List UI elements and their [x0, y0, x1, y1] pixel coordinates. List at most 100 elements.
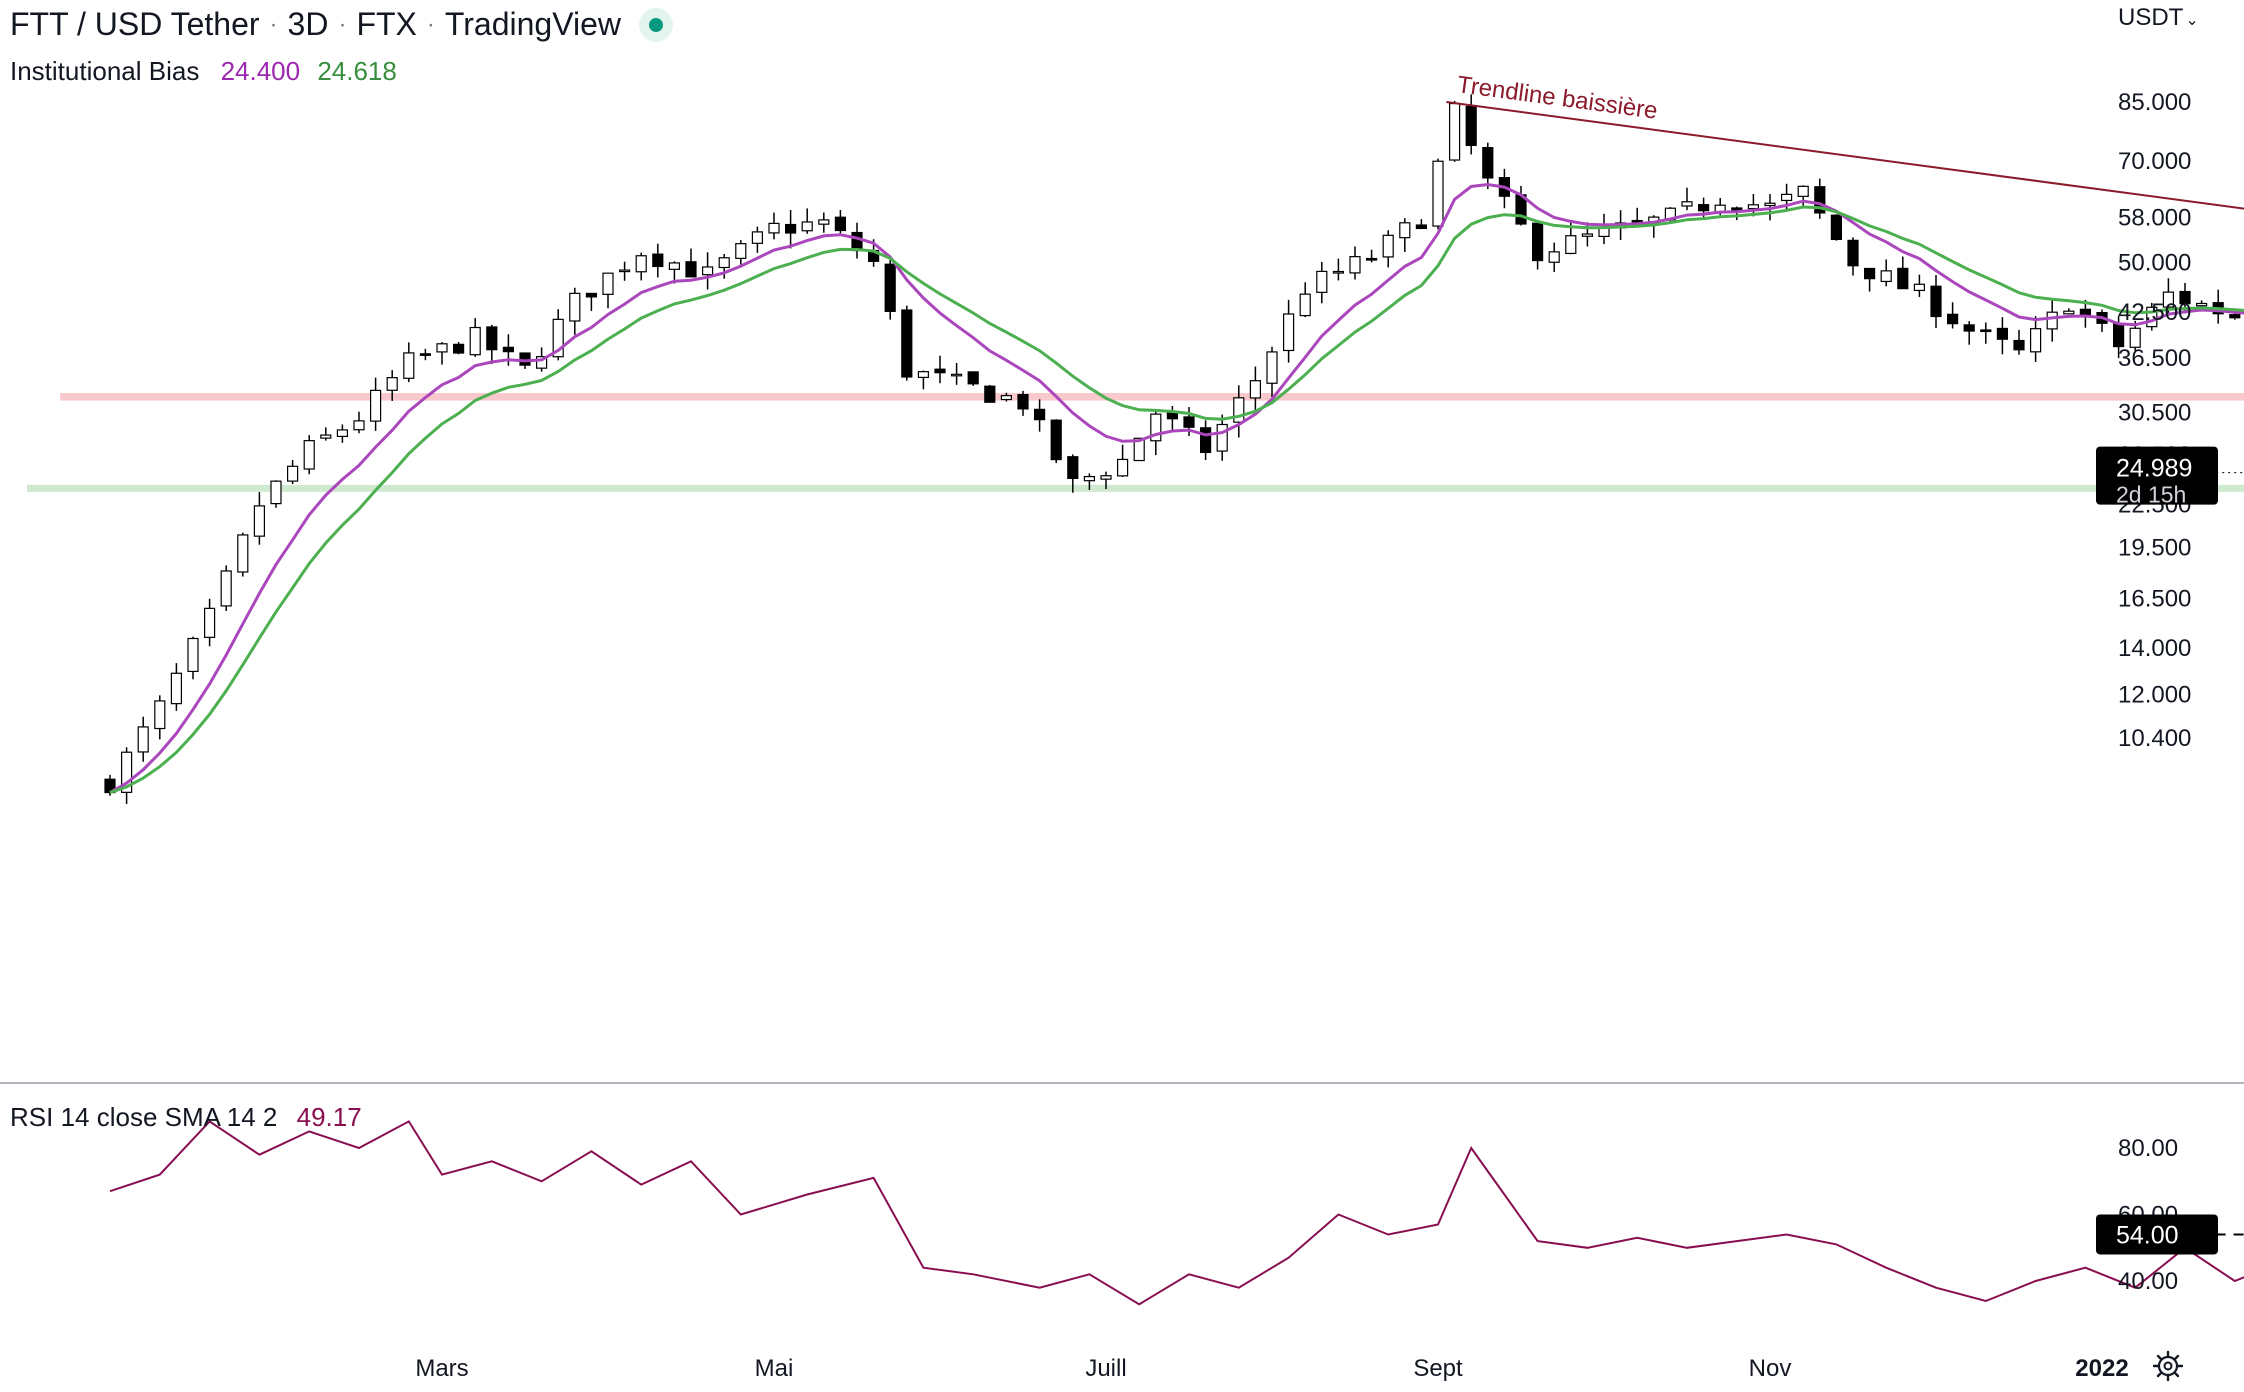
trendline: [1446, 101, 2244, 210]
candle-body: [1415, 224, 1428, 230]
candle-body: [784, 223, 797, 234]
price-axis-tick: 19.500: [2118, 535, 2191, 562]
indicator-legend[interactable]: Institutional Bias 24.400 24.618: [10, 56, 397, 87]
candle-body: [237, 534, 249, 573]
price-axis-tick: 42.500: [2118, 299, 2191, 326]
candle-body: [668, 262, 681, 270]
candle-body: [137, 726, 149, 753]
candle-body: [1797, 185, 1809, 197]
candle-body: [934, 368, 946, 374]
candle-body: [1681, 201, 1693, 207]
candle-body: [2179, 290, 2191, 305]
candle-body: [220, 570, 232, 607]
price-axis-tick: 36.500: [2118, 345, 2191, 372]
candle-body: [1930, 285, 1942, 318]
candle-body: [1000, 395, 1013, 401]
candle-body: [419, 353, 431, 356]
resistance-zone: [60, 393, 2244, 401]
candle-body: [204, 607, 216, 638]
candle-body: [1282, 313, 1295, 352]
last-price-label: 24.989: [2116, 455, 2192, 483]
price-axis-tick: 30.500: [2118, 399, 2191, 426]
candle-body: [1332, 270, 1345, 274]
candle-body: [1448, 102, 1461, 161]
title-separator: ·: [269, 10, 278, 38]
price-axis-tick: 50.000: [2118, 250, 2191, 277]
candle-body: [901, 309, 913, 378]
candle-body: [834, 216, 847, 232]
candle-body: [1183, 416, 1195, 428]
candle-body: [1116, 458, 1129, 477]
candle-body: [370, 389, 382, 422]
candle-body: [1565, 235, 1577, 255]
candle-body: [1747, 204, 1760, 210]
candle-body: [386, 377, 398, 391]
title-separator: ·: [338, 10, 347, 38]
chevron-down-icon: ⌄: [2185, 12, 2199, 29]
candle-body: [1697, 204, 1710, 212]
candle-body: [1133, 437, 1145, 462]
candle-body: [486, 326, 498, 351]
candle-body: [569, 292, 581, 322]
candle-body: [1482, 147, 1494, 179]
price-axis-tick: 12.000: [2118, 682, 2191, 709]
candle-body: [353, 420, 365, 431]
price-axis-tick: 70.000: [2118, 148, 2191, 175]
time-axis-label: Nov: [1749, 1355, 1792, 1382]
candle-body: [1365, 257, 1378, 261]
candle-body: [735, 243, 747, 259]
currency-label: USDT: [2118, 4, 2184, 31]
rsi-level-label: 54.00: [2116, 1221, 2179, 1249]
source-label: TradingView: [444, 6, 621, 42]
candle-body: [187, 637, 199, 673]
candle-body: [967, 371, 979, 385]
title-separator: ·: [426, 10, 435, 38]
indicator-name: Institutional Bias: [10, 56, 200, 86]
support-zone: [27, 484, 2244, 492]
candle-body: [851, 231, 863, 252]
currency-selector[interactable]: USDT ⌄: [2118, 4, 2199, 32]
candle-body: [1266, 351, 1278, 384]
candle-body: [287, 465, 299, 482]
candle-body: [1465, 105, 1477, 146]
candle-body: [1166, 411, 1179, 420]
candle-body: [1233, 397, 1245, 423]
candle-body: [984, 385, 996, 403]
candle-body: [1316, 270, 1328, 293]
candle-body: [453, 343, 465, 354]
candle-body: [2196, 302, 2208, 307]
candle-body: [2029, 328, 2042, 353]
candle-body: [469, 326, 481, 356]
price-axis-tick: 10.400: [2118, 725, 2191, 752]
candle-body: [1863, 267, 1876, 280]
candle-body: [1764, 202, 1776, 207]
candle-body: [751, 231, 764, 244]
price-axis-tick: 58.000: [2118, 205, 2191, 232]
candle-body: [685, 261, 697, 278]
candle-body: [502, 346, 514, 353]
candle-body: [635, 255, 647, 273]
interval-label[interactable]: 3D: [287, 6, 329, 42]
rsi-legend[interactable]: RSI 14 close SMA 14 2 49.17: [10, 1102, 362, 1133]
ema-fast-line: [109, 182, 2244, 794]
candle-body: [618, 269, 631, 273]
settings-gear-icon[interactable]: [2152, 1350, 2184, 1382]
candle-body: [1847, 239, 1859, 267]
candle-body: [2063, 310, 2075, 315]
candle-body: [1216, 423, 1228, 452]
candle-body: [1199, 427, 1212, 454]
candle-body: [1946, 313, 1959, 325]
candle-body: [336, 429, 348, 437]
countdown-label: 2d 15h: [2116, 482, 2186, 508]
candle-body: [1814, 186, 1826, 214]
ema-slow-line: [109, 205, 2244, 795]
candle-body: [1083, 475, 1096, 482]
symbol-name[interactable]: FTT / USD Tether: [10, 6, 260, 42]
exchange-label: FTX: [356, 6, 417, 42]
candle-body: [320, 434, 332, 439]
candle-body: [303, 440, 315, 470]
candle-body: [2146, 306, 2158, 328]
candle-body: [1548, 251, 1560, 263]
candle-body: [1382, 234, 1394, 258]
